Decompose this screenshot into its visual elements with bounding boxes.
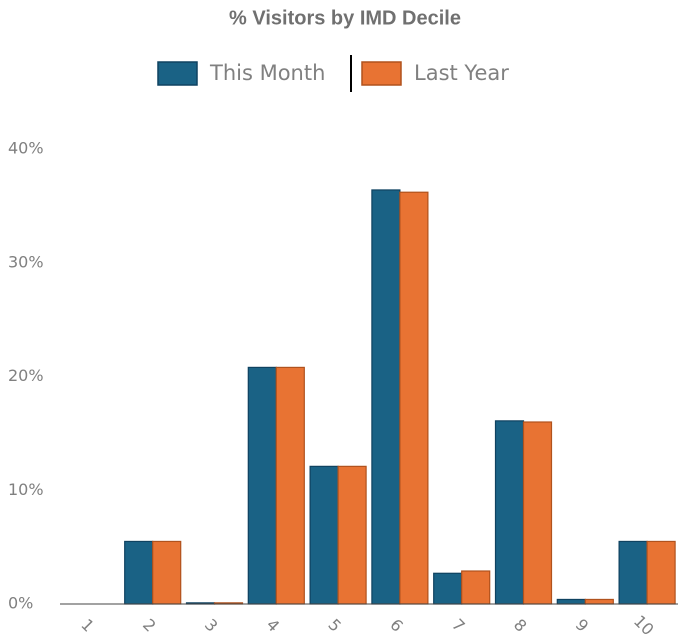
bar <box>494 420 525 605</box>
legend-label: This Month <box>209 61 325 85</box>
x-tick-label: 7 <box>448 615 469 636</box>
bar <box>371 189 401 605</box>
y-tick-label: 40% <box>8 139 44 158</box>
x-tick-label: 3 <box>201 615 222 636</box>
bar <box>124 540 154 605</box>
bar <box>152 540 182 605</box>
x-tick-label: 5 <box>324 615 345 636</box>
x-tick-label: 10 <box>630 611 658 639</box>
bar <box>646 540 676 605</box>
bar <box>337 465 367 605</box>
x-tick-label: 6 <box>386 615 407 636</box>
x-tick-label: 2 <box>139 615 160 636</box>
bar <box>618 540 648 605</box>
bar <box>247 366 277 605</box>
y-tick-label: 30% <box>8 252 44 271</box>
bar <box>399 191 429 605</box>
bar <box>433 572 463 605</box>
legend-swatch <box>361 61 402 86</box>
bar <box>309 465 339 605</box>
y-tick-label: 10% <box>8 480 44 499</box>
bar <box>584 598 614 605</box>
x-tick-label: 9 <box>572 615 593 636</box>
y-tick-label: 0% <box>8 594 33 613</box>
y-tick-label: 20% <box>8 366 44 385</box>
bar <box>556 598 586 605</box>
x-tick-label: 4 <box>263 615 284 636</box>
x-tick-label: 8 <box>510 615 531 636</box>
legend-swatch <box>157 61 198 86</box>
bar <box>275 366 305 605</box>
x-tick-label: 1 <box>77 615 98 636</box>
bar <box>461 570 491 605</box>
bar <box>522 421 553 605</box>
legend-label: Last Year <box>414 61 509 85</box>
chart-title: % Visitors by IMD Decile <box>229 7 461 29</box>
